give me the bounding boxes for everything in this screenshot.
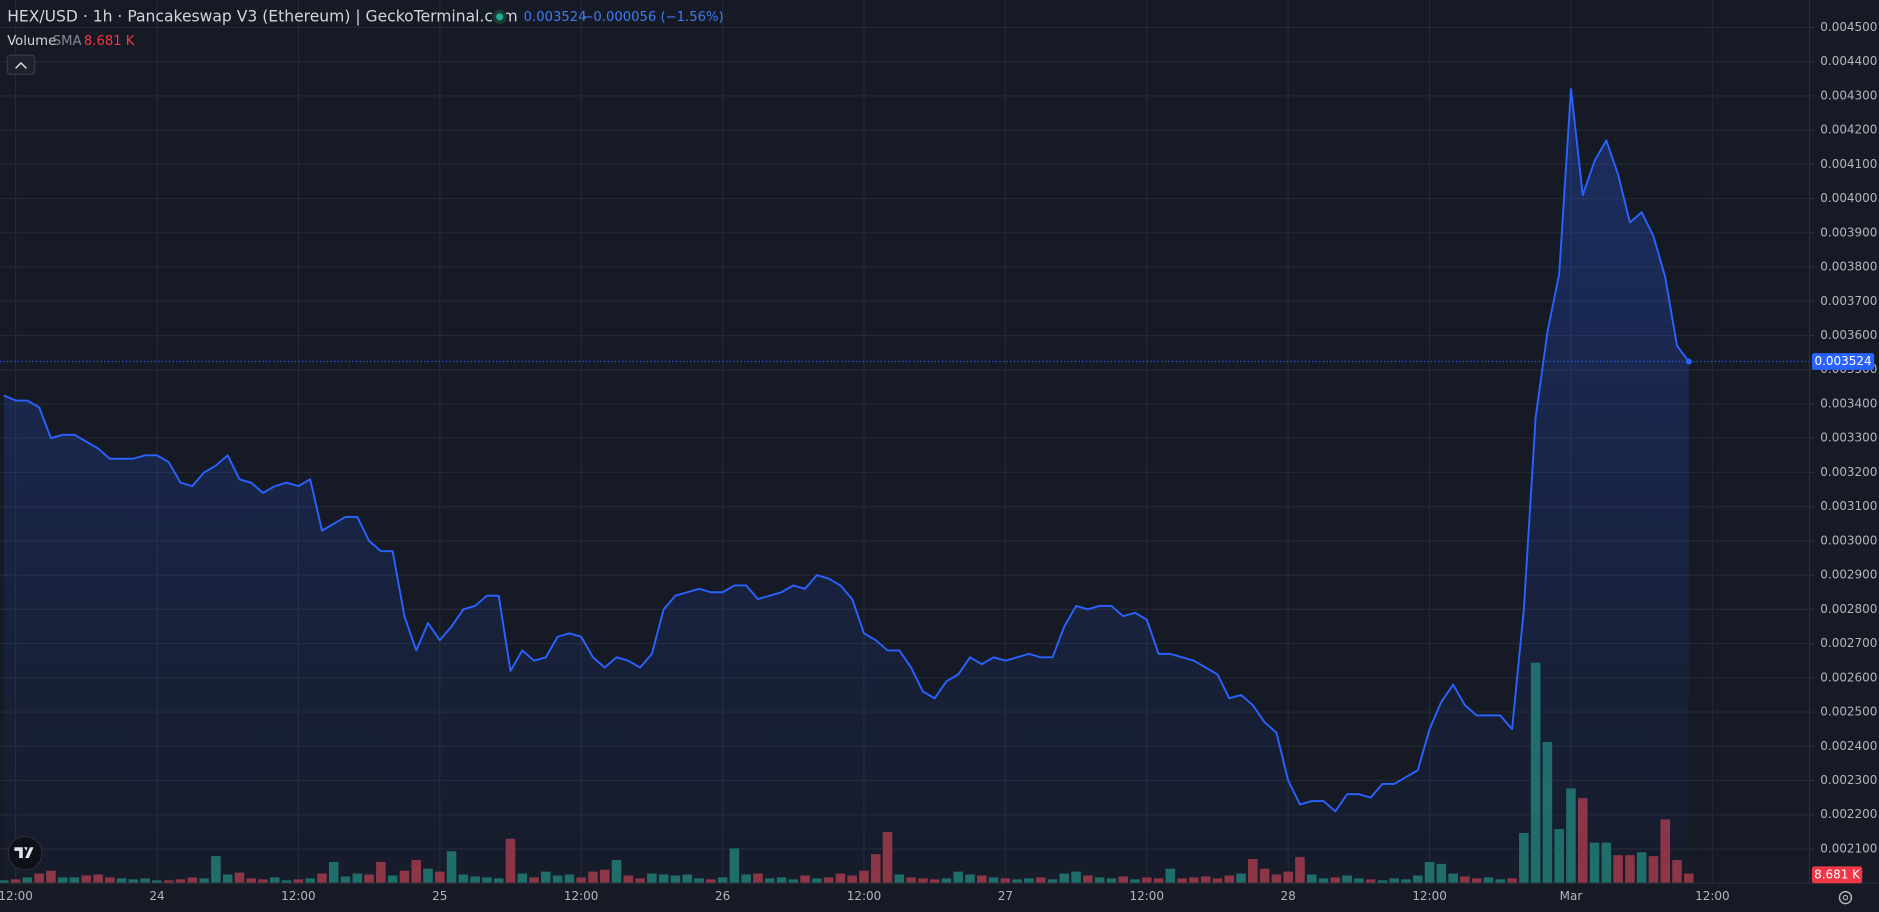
y-tick-label: 0.004400	[1820, 54, 1877, 68]
price-line	[0, 88, 1810, 884]
y-tick-label: 0.002800	[1820, 602, 1877, 616]
x-tick-label: 25	[432, 889, 447, 903]
y-tick-label: 0.004100	[1820, 157, 1877, 171]
collapse-button[interactable]	[6, 54, 36, 75]
y-tick-label: 0.002900	[1820, 568, 1877, 582]
y-tick-label: 0.003700	[1820, 294, 1877, 308]
price-tag	[1811, 353, 1875, 370]
x-tick-label: Mar	[1560, 889, 1583, 903]
logo[interactable]	[7, 835, 43, 871]
x-tick-label: 12:00	[847, 889, 882, 903]
price-area	[3, 89, 1689, 884]
volume-tag-label: 8.681 K	[1814, 867, 1861, 881]
y-tick-label: 0.003100	[1820, 499, 1877, 513]
axes: 0.002100 0.002200 0.002300 0.002400 0.002500…	[0, 20, 1877, 903]
last-point	[1685, 358, 1692, 365]
y-tick-label: 0.003300	[1820, 431, 1877, 445]
sma-value: 8.681 K	[84, 34, 135, 49]
y-tick-label: 0.002300	[1820, 773, 1877, 787]
sma-legend: SMA	[53, 34, 82, 49]
y-tick-label: 0.002400	[1820, 739, 1877, 753]
y-tick-label: 0.002500	[1820, 705, 1877, 719]
volume-legend: Volume	[7, 34, 56, 49]
last-price: 0.003524	[524, 10, 587, 25]
x-tick-label: 12:00	[1130, 889, 1165, 903]
y-tick-label: 0.004500	[1820, 20, 1877, 34]
y-tick-label: 0.002600	[1820, 670, 1877, 684]
settings-button[interactable]	[1838, 890, 1853, 905]
y-tick-label: 0.004300	[1820, 88, 1877, 102]
chart-title: HEX/USD · 1h · Pancakeswap V3 (Ethereum)…	[7, 7, 517, 25]
price-change: −0.000056 (−1.56%)	[582, 10, 723, 25]
y-tick-label: 0.004000	[1820, 191, 1877, 205]
y-tick-label: 0.003400	[1820, 396, 1877, 410]
y-tick-label: 0.002100	[1820, 841, 1877, 855]
y-tick-label: 0.004200	[1820, 123, 1877, 137]
y-tick-label: 0.003000	[1820, 533, 1877, 547]
volume-tag	[1811, 866, 1863, 884]
x-tick-label: 12:00	[281, 889, 316, 903]
x-tick-label: 28	[1281, 889, 1296, 903]
y-tick-label: 0.002700	[1820, 636, 1877, 650]
y-tick-label: 0.003200	[1820, 465, 1877, 479]
x-tick-label: 24	[149, 889, 164, 903]
x-tick-label: 26	[715, 889, 730, 903]
y-tick-label: 0.003800	[1820, 260, 1877, 274]
x-tick-label: 12:00	[564, 889, 599, 903]
y-tick-label: 0.002200	[1820, 807, 1877, 821]
price-tag-label: 0.003524	[1814, 354, 1871, 368]
x-tick-label: 12:00	[0, 889, 33, 903]
y-tick-label: 0.003600	[1820, 328, 1877, 342]
x-tick-label: 12:00	[1412, 889, 1447, 903]
x-tick-label: 12:00	[1695, 889, 1730, 903]
y-tick-label: 0.003900	[1820, 225, 1877, 239]
price-line	[3, 88, 1690, 813]
x-tick-label: 27	[998, 889, 1013, 903]
status-dot	[496, 13, 504, 21]
